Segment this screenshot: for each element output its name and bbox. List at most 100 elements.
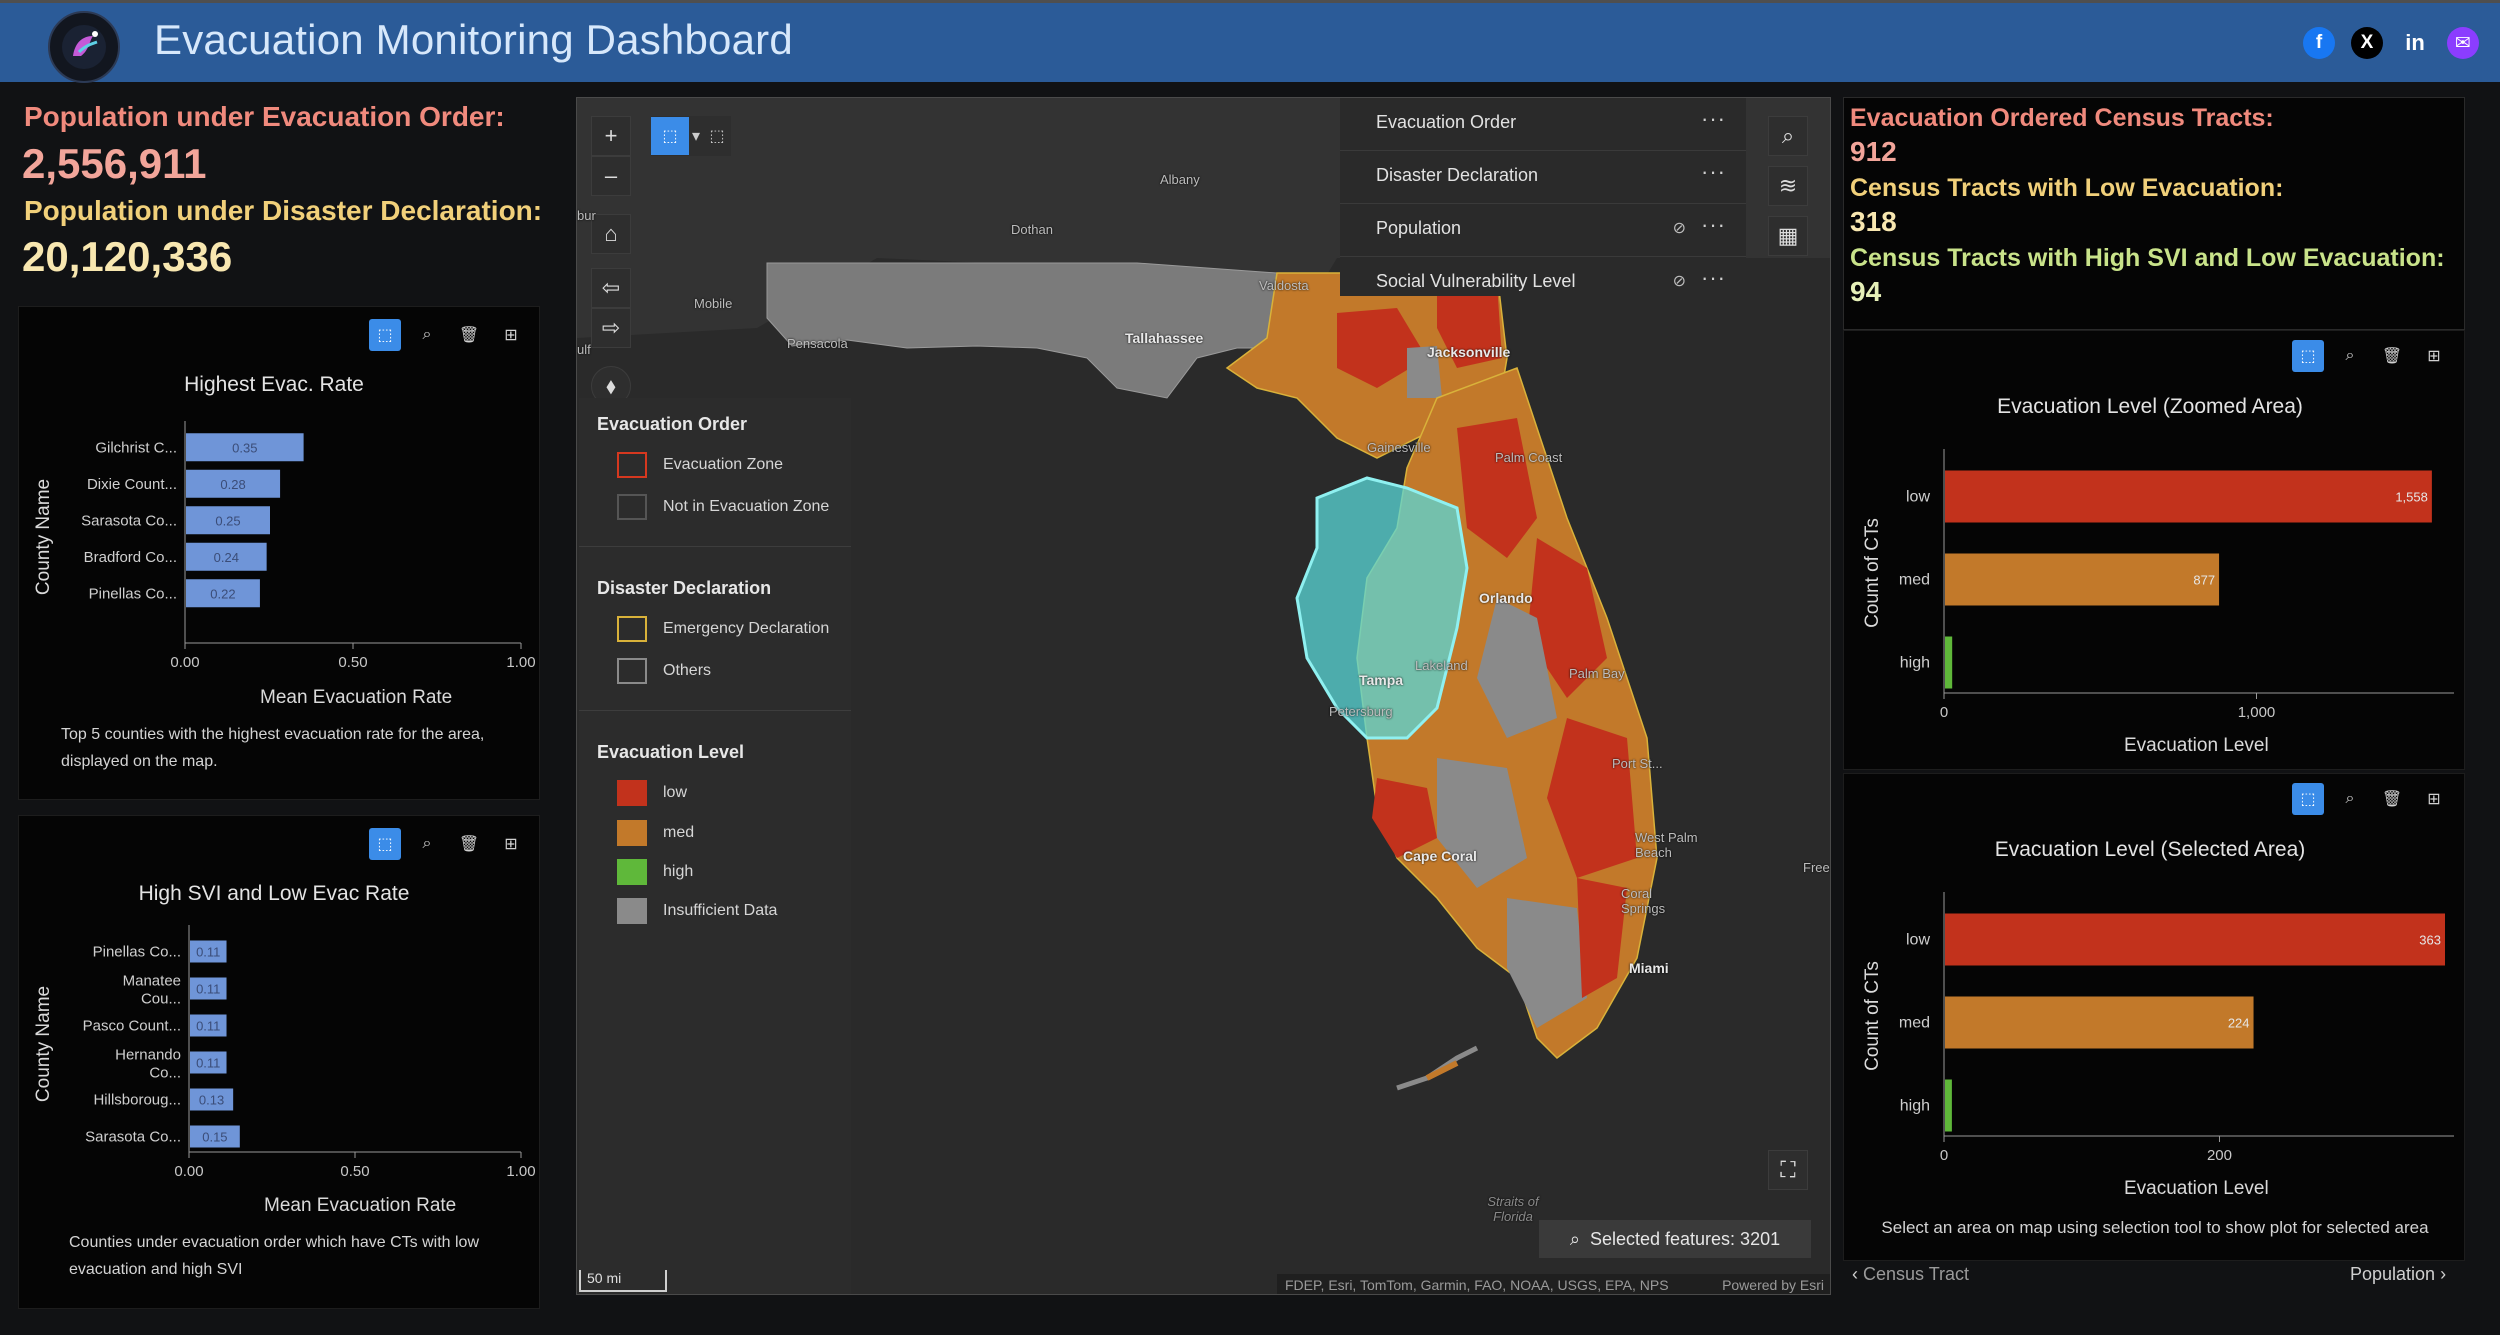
zoom-in-button[interactable]: + bbox=[591, 116, 631, 156]
chevron-down-icon[interactable]: ▾ bbox=[691, 128, 701, 145]
more-options-icon[interactable]: ··· bbox=[1701, 265, 1726, 290]
visibility-off-icon[interactable]: ⊘ bbox=[1672, 220, 1686, 237]
svi-label: Census Tracts with High SVI and Low Evac… bbox=[1850, 244, 2445, 272]
city-label: Valdosta bbox=[1259, 278, 1309, 293]
x-icon[interactable]: X bbox=[2351, 27, 2383, 59]
city-label: Port St... bbox=[1612, 756, 1663, 771]
city-label: Albany bbox=[1160, 172, 1200, 187]
bar bbox=[190, 977, 227, 1000]
apps-icon[interactable]: ⊞ bbox=[2427, 348, 2441, 365]
chart4-title: Evacuation Level (Selected Area) bbox=[1994, 838, 2306, 861]
map-legend: Evacuation Order Evacuation Zone Not in … bbox=[579, 398, 851, 1294]
visibility-off-icon[interactable]: ⊘ bbox=[1672, 273, 1686, 290]
more-options-icon[interactable]: ··· bbox=[1701, 159, 1726, 184]
zoom-icon[interactable]: ⌕ bbox=[422, 835, 432, 852]
legend-evac-zone: Evacuation Zone bbox=[617, 452, 783, 478]
attribution-bar: FDEP, Esri, TomTom, Garmin, FAO, NOAA, U… bbox=[1277, 1274, 1830, 1294]
map-canvas bbox=[577, 98, 1830, 1294]
zoom-icon[interactable]: ⌕ bbox=[2345, 790, 2355, 807]
layer-disaster[interactable]: Disaster Declaration ··· bbox=[1340, 151, 1746, 204]
select-icon[interactable]: ⬚ bbox=[2292, 340, 2324, 372]
chart4-toolbar: ⬚ ⌕ 🗑 ⊞ bbox=[2292, 782, 2450, 816]
chart1-xlabel: Mean Evacuation Rate bbox=[260, 687, 453, 708]
select-icon[interactable]: ⬚ bbox=[369, 319, 401, 351]
y-axis-title: County Name bbox=[33, 986, 54, 1102]
bar-value-label: 0.35 bbox=[232, 440, 257, 455]
bar bbox=[1945, 1079, 1952, 1132]
legend-disaster-title: Disaster Declaration bbox=[597, 578, 772, 598]
bar-value-label: 1,558 bbox=[2395, 490, 2428, 505]
map-view[interactable]: + – ⌂ ⇦ ⇨ ⬧ ⬚ ▾ ⬚ Evacuation Order ··· Di… bbox=[576, 97, 1831, 1295]
category-label: Cou... bbox=[141, 991, 181, 1008]
prev-page-label: Census Tract bbox=[1863, 1264, 1970, 1284]
home-button[interactable]: ⌂ bbox=[591, 214, 631, 254]
clear-selection-tool-icon[interactable]: ⬚ bbox=[709, 128, 725, 145]
category-label: high bbox=[1900, 1098, 1930, 1115]
zoom-icon[interactable]: ⌕ bbox=[422, 326, 432, 343]
city-label: West Palm Beach bbox=[1635, 830, 1698, 860]
select-icon[interactable]: ⬚ bbox=[2292, 783, 2324, 815]
more-options-icon[interactable]: ··· bbox=[1701, 212, 1726, 237]
select-tool-icon[interactable]: ⬚ bbox=[651, 117, 689, 155]
x-tick-label: 0 bbox=[1940, 704, 1948, 721]
layer-evac-order[interactable]: Evacuation Order ··· bbox=[1340, 98, 1746, 151]
layers-icon[interactable]: ≋ bbox=[1768, 166, 1808, 206]
apps-icon[interactable]: ⊞ bbox=[2427, 791, 2441, 808]
bar-value-label: 0.11 bbox=[196, 945, 220, 960]
zoom-out-button[interactable]: – bbox=[591, 156, 631, 196]
clear-selection-icon[interactable]: 🗑 bbox=[2381, 791, 2403, 808]
chart2-title: High SVI and Low Evac Rate bbox=[138, 882, 410, 905]
selected-features-badge[interactable]: ⌕ Selected features: 3201 bbox=[1539, 1220, 1811, 1258]
next-page-button[interactable]: Population › bbox=[2350, 1264, 2446, 1285]
chart1-note: Top 5 counties with the highest evacuati… bbox=[61, 726, 485, 770]
chart2-plot: County Name 0.00 0.50 1.00 0.11 Pinellas Co..… bbox=[33, 925, 536, 1180]
category-label: Manatee bbox=[123, 973, 181, 990]
clear-selection-icon[interactable]: 🗑 bbox=[458, 836, 480, 853]
bar-value-label: 0.15 bbox=[202, 1130, 227, 1145]
layer-svi[interactable]: Social Vulnerability Level ⊘ ··· bbox=[1340, 257, 1746, 309]
category-label: Pasco Count... bbox=[83, 1018, 181, 1035]
mail-icon[interactable]: ✉ bbox=[2447, 27, 2479, 59]
app-title: Evacuation Monitoring Dashboard bbox=[154, 16, 793, 63]
clear-selection-icon[interactable]: 🗑 bbox=[458, 327, 480, 344]
svi-value: 94 bbox=[1850, 276, 1882, 307]
chart2-note: Counties under evacuation order which ha… bbox=[69, 1234, 479, 1278]
category-label: Pinellas Co... bbox=[89, 585, 177, 602]
layer-label: Evacuation Order bbox=[1376, 112, 1517, 132]
city-label: Palm Bay bbox=[1569, 666, 1625, 681]
fullscreen-icon[interactable]: ⛶ bbox=[1768, 1150, 1808, 1190]
bar-value-label: 363 bbox=[2419, 933, 2441, 948]
clear-selection-icon[interactable]: 🗑 bbox=[2381, 348, 2403, 365]
category-label: Hernando bbox=[115, 1047, 181, 1064]
city-label: Coral Springs bbox=[1621, 886, 1666, 916]
prev-page-button[interactable]: ‹ Census Tract bbox=[1852, 1264, 1969, 1285]
chevron-left-icon: ‹ bbox=[1852, 1264, 1863, 1284]
apps-icon[interactable]: ⊞ bbox=[504, 836, 518, 853]
bar bbox=[186, 579, 260, 608]
chart3-plot: Count of CTs 0 1,000 1,558 low 877 med high bbox=[1862, 449, 2454, 721]
apps-icon[interactable]: ⊞ bbox=[504, 327, 518, 344]
chart1-toolbar: ⬚ ⌕ 🗑 ⊞ bbox=[369, 318, 527, 352]
linkedin-icon[interactable]: in bbox=[2405, 30, 2425, 55]
chart-card-selected-area: ⬚ ⌕ 🗑 ⊞ Evacuation Level (Selected Area)… bbox=[1843, 773, 2465, 1261]
zoom-icon[interactable]: ⌕ bbox=[2345, 347, 2355, 364]
chart1-title: Highest Evac. Rate bbox=[184, 373, 364, 396]
qr-code-icon[interactable]: ▦ bbox=[1768, 216, 1808, 256]
select-icon[interactable]: ⬚ bbox=[369, 828, 401, 860]
facebook-icon[interactable]: f bbox=[2303, 27, 2335, 59]
city-label: Jacksonville bbox=[1427, 344, 1511, 360]
category-label: low bbox=[1906, 932, 1930, 949]
next-extent-button[interactable]: ⇨ bbox=[591, 308, 631, 348]
previous-extent-button[interactable]: ⇦ bbox=[591, 268, 631, 308]
city-label: ulf bbox=[577, 342, 591, 357]
category-label: Dixie Count... bbox=[87, 476, 177, 493]
more-options-icon[interactable]: ··· bbox=[1701, 106, 1726, 131]
bar-value-label: 224 bbox=[2228, 1016, 2250, 1031]
category-label: Pinellas Co... bbox=[93, 944, 181, 961]
search-icon[interactable]: ⌕ bbox=[1768, 116, 1808, 156]
layer-population[interactable]: Population ⊘ ··· bbox=[1340, 204, 1746, 257]
bar bbox=[1945, 636, 1953, 689]
powered-by-text[interactable]: Powered by Esri bbox=[1722, 1277, 1824, 1293]
y-axis-title: County Name bbox=[33, 479, 54, 595]
category-label: Co... bbox=[149, 1065, 181, 1082]
